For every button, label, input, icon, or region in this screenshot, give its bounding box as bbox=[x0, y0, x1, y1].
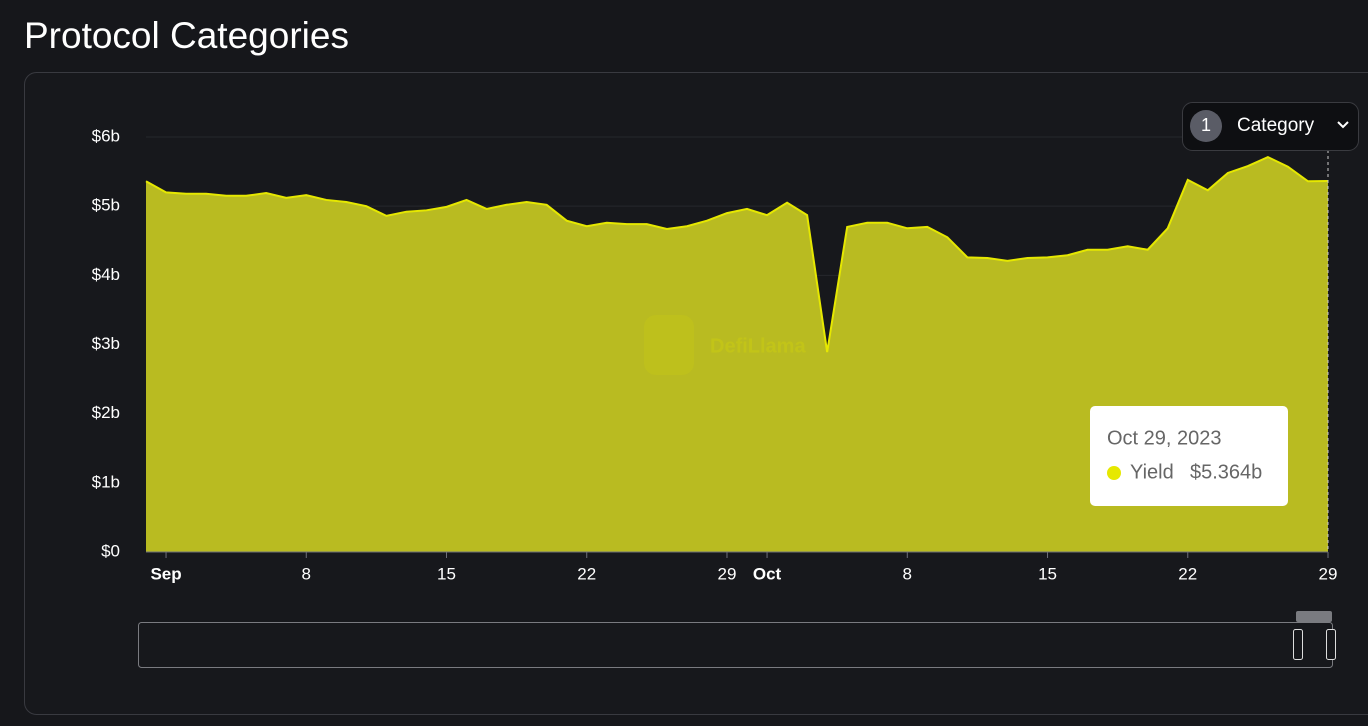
tooltip-series: Yield bbox=[1130, 461, 1174, 483]
x-tick-label: 15 bbox=[1038, 564, 1057, 583]
x-tick-label: Sep bbox=[150, 564, 181, 583]
line bbox=[145, 155, 1329, 353]
x-tick-label: 15 bbox=[437, 564, 456, 583]
plot: $0 $1b $2b $3b $4b $5b $6b Sep 8 15 22 29 Oct 8 15 22 29 bbox=[92, 126, 1338, 583]
x-tick-label: Oct bbox=[753, 564, 782, 583]
y-tick-label: $5b bbox=[92, 196, 120, 215]
category-button[interactable]: 1 Category bbox=[1182, 102, 1359, 151]
button-label: Category bbox=[1237, 115, 1315, 136]
y-tick-label: $6b bbox=[92, 126, 120, 145]
tooltip-box bbox=[1090, 406, 1288, 506]
y-tick-label: $3b bbox=[92, 334, 120, 353]
watermark: DefiLlama bbox=[710, 335, 806, 357]
area bbox=[146, 157, 1328, 552]
range-slider[interactable] bbox=[138, 611, 1336, 668]
tooltip-date: Oct 29, 2023 bbox=[1107, 427, 1222, 449]
slider-handle-right[interactable] bbox=[1326, 629, 1336, 660]
watermark-logo bbox=[644, 315, 694, 375]
chevron bbox=[1337, 121, 1349, 129]
count-badge bbox=[1190, 110, 1222, 142]
count: 1 bbox=[1201, 115, 1211, 135]
y-tick-label: $2b bbox=[92, 403, 120, 422]
x-tick-label: 8 bbox=[903, 564, 912, 583]
x-tick-label: 22 bbox=[577, 564, 596, 583]
button-frame[interactable] bbox=[1182, 102, 1359, 151]
y-tick-label: $1b bbox=[92, 472, 120, 491]
page-title: Protocol Categories bbox=[24, 15, 349, 56]
y-tick-label: $4b bbox=[92, 265, 120, 284]
x-tick-label: 22 bbox=[1178, 564, 1197, 583]
tooltip-value: $5.364b bbox=[1190, 461, 1262, 483]
y-tick-label: $0 bbox=[101, 541, 120, 560]
x-tick-label: 29 bbox=[1319, 564, 1338, 583]
tooltip: Oct 29, 2023 Yield $5.364b bbox=[1090, 406, 1288, 506]
x-tick-label: 29 bbox=[718, 564, 737, 583]
slider-grip[interactable] bbox=[1296, 611, 1332, 622]
x-tick-label: 8 bbox=[302, 564, 311, 583]
tooltip-dot bbox=[1107, 466, 1121, 480]
slider-handle-left[interactable] bbox=[1293, 629, 1303, 660]
